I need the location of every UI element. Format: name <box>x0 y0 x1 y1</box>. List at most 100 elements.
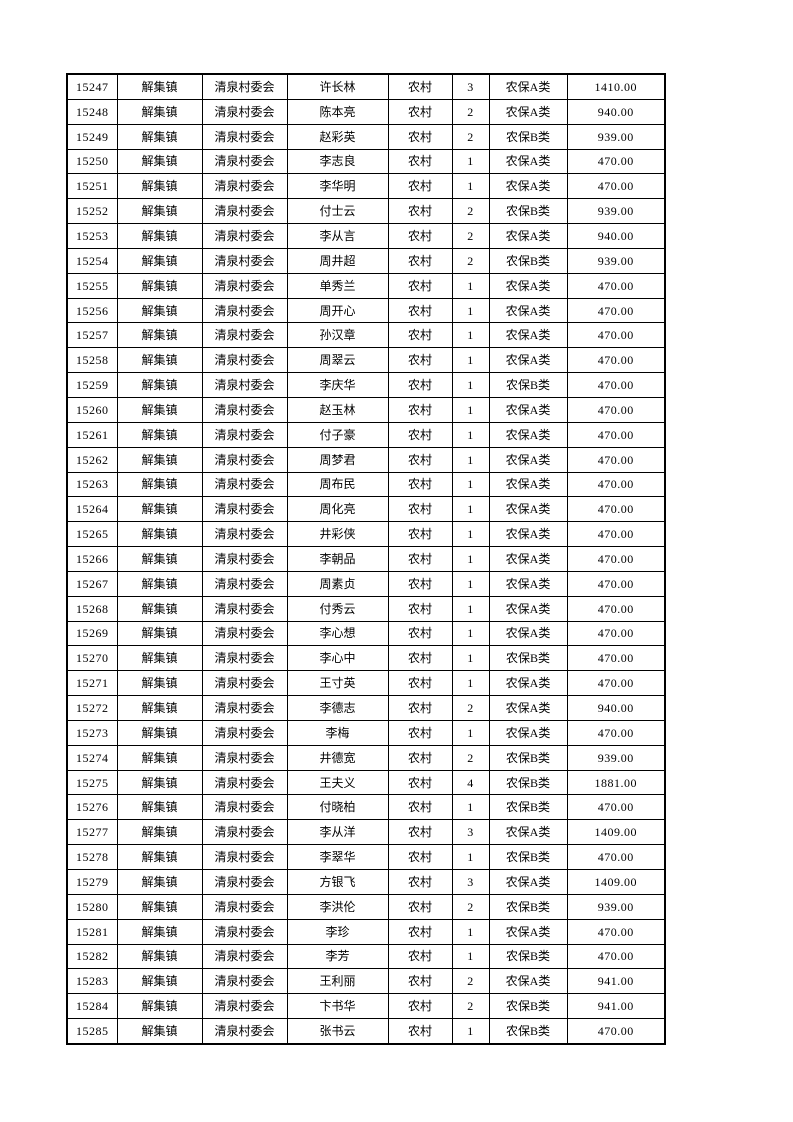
record-id-cell: 15283 <box>66 968 118 995</box>
amount-cell: 941.00 <box>566 993 666 1020</box>
residence-type-cell: 农村 <box>387 198 453 225</box>
person-name-cell: 王夫义 <box>286 769 389 796</box>
record-id-cell: 15250 <box>66 148 118 175</box>
residence-type-cell: 农村 <box>387 322 453 349</box>
table-row: 15261 解集镇 清泉村委会 付子豪 农村 1 农保A类 470.00 <box>66 421 666 448</box>
person-count-cell: 3 <box>451 869 490 895</box>
record-id-cell: 15274 <box>66 744 118 771</box>
amount-cell: 939.00 <box>566 123 666 150</box>
record-id-cell: 15277 <box>66 819 118 846</box>
person-name-cell: 周开心 <box>286 297 389 324</box>
residence-type-cell: 农村 <box>387 223 453 249</box>
table-row: 15249 解集镇 清泉村委会 赵彩英 农村 2 农保B类 939.00 <box>66 123 666 150</box>
insurance-category-cell: 农保B类 <box>488 123 568 150</box>
table-row: 15262 解集镇 清泉村委会 周梦君 农村 1 农保A类 470.00 <box>66 446 666 473</box>
person-name-cell: 方银飞 <box>286 869 389 895</box>
town-cell: 解集镇 <box>116 744 203 771</box>
table-row: 15255 解集镇 清泉村委会 单秀兰 农村 1 农保A类 470.00 <box>66 272 666 299</box>
town-cell: 解集镇 <box>116 968 203 995</box>
insurance-category-cell: 农保A类 <box>488 446 568 473</box>
residence-type-cell: 农村 <box>387 521 453 548</box>
person-name-cell: 赵玉林 <box>286 396 389 423</box>
insurance-category-cell: 农保A类 <box>488 620 568 647</box>
village-committee-cell: 清泉村委会 <box>201 570 288 597</box>
person-name-cell: 张书云 <box>286 1018 389 1045</box>
person-count-cell: 1 <box>451 595 490 622</box>
town-cell: 解集镇 <box>116 620 203 647</box>
person-count-cell: 1 <box>451 297 490 324</box>
town-cell: 解集镇 <box>116 1018 203 1045</box>
person-name-cell: 李翠华 <box>286 844 389 870</box>
village-committee-cell: 清泉村委会 <box>201 993 288 1020</box>
amount-cell: 470.00 <box>566 1018 666 1045</box>
record-id-cell: 15263 <box>66 471 118 498</box>
town-cell: 解集镇 <box>116 893 203 920</box>
record-id-cell: 15251 <box>66 173 118 200</box>
person-name-cell: 陈本亮 <box>286 98 389 125</box>
person-count-cell: 4 <box>451 769 490 796</box>
record-id-cell: 15256 <box>66 297 118 324</box>
town-cell: 解集镇 <box>116 471 203 498</box>
amount-cell: 470.00 <box>566 595 666 622</box>
residence-type-cell: 农村 <box>387 993 453 1020</box>
town-cell: 解集镇 <box>116 869 203 895</box>
village-committee-cell: 清泉村委会 <box>201 521 288 548</box>
amount-cell: 940.00 <box>566 695 666 721</box>
village-committee-cell: 清泉村委会 <box>201 819 288 846</box>
residence-type-cell: 农村 <box>387 645 453 672</box>
record-id-cell: 15280 <box>66 893 118 920</box>
table-row: 15279 解集镇 清泉村委会 方银飞 农村 3 农保A类 1409.00 <box>66 869 666 895</box>
insurance-category-cell: 农保B类 <box>488 893 568 920</box>
table-row: 15252 解集镇 清泉村委会 付士云 农村 2 农保B类 939.00 <box>66 198 666 225</box>
person-count-cell: 1 <box>451 620 490 647</box>
record-id-cell: 15267 <box>66 570 118 597</box>
table-row: 15247 解集镇 清泉村委会 许长林 农村 3 农保A类 1410.00 <box>66 73 666 100</box>
person-count-cell: 1 <box>451 645 490 672</box>
amount-cell: 470.00 <box>566 446 666 473</box>
amount-cell: 470.00 <box>566 297 666 324</box>
person-count-cell: 1 <box>451 421 490 448</box>
person-name-cell: 付子豪 <box>286 421 389 448</box>
town-cell: 解集镇 <box>116 819 203 846</box>
village-committee-cell: 清泉村委会 <box>201 1018 288 1045</box>
person-count-cell: 1 <box>451 272 490 299</box>
record-id-cell: 15270 <box>66 645 118 672</box>
person-name-cell: 孙汉章 <box>286 322 389 349</box>
person-name-cell: 周井超 <box>286 247 389 274</box>
amount-cell: 470.00 <box>566 173 666 200</box>
person-count-cell: 1 <box>451 943 490 970</box>
village-committee-cell: 清泉村委会 <box>201 322 288 349</box>
person-name-cell: 李心想 <box>286 620 389 647</box>
village-committee-cell: 清泉村委会 <box>201 844 288 870</box>
table-row: 15273 解集镇 清泉村委会 李梅 农村 1 农保A类 470.00 <box>66 719 666 746</box>
person-count-cell: 3 <box>451 819 490 846</box>
amount-cell: 470.00 <box>566 421 666 448</box>
insurance-category-cell: 农保A类 <box>488 421 568 448</box>
record-id-cell: 15249 <box>66 123 118 150</box>
table-row: 15264 解集镇 清泉村委会 周化亮 农村 1 农保A类 470.00 <box>66 496 666 523</box>
amount-cell: 470.00 <box>566 670 666 697</box>
village-committee-cell: 清泉村委会 <box>201 496 288 523</box>
amount-cell: 1410.00 <box>566 73 666 100</box>
residence-type-cell: 农村 <box>387 893 453 920</box>
town-cell: 解集镇 <box>116 769 203 796</box>
table-row: 15257 解集镇 清泉村委会 孙汉章 农村 1 农保A类 470.00 <box>66 322 666 349</box>
town-cell: 解集镇 <box>116 73 203 100</box>
table-row: 15284 解集镇 清泉村委会 卞书华 农村 2 农保B类 941.00 <box>66 993 666 1020</box>
person-name-cell: 李芳 <box>286 943 389 970</box>
record-id-cell: 15276 <box>66 794 118 821</box>
person-count-cell: 1 <box>451 148 490 175</box>
table-row: 15282 解集镇 清泉村委会 李芳 农村 1 农保B类 470.00 <box>66 943 666 970</box>
record-id-cell: 15252 <box>66 198 118 225</box>
amount-cell: 1409.00 <box>566 869 666 895</box>
residence-type-cell: 农村 <box>387 471 453 498</box>
village-committee-cell: 清泉村委会 <box>201 123 288 150</box>
amount-cell: 470.00 <box>566 322 666 349</box>
table-row: 15269 解集镇 清泉村委会 李心想 农村 1 农保A类 470.00 <box>66 620 666 647</box>
residence-type-cell: 农村 <box>387 446 453 473</box>
village-committee-cell: 清泉村委会 <box>201 446 288 473</box>
amount-cell: 470.00 <box>566 496 666 523</box>
amount-cell: 470.00 <box>566 372 666 398</box>
insurance-category-cell: 农保A类 <box>488 719 568 746</box>
amount-cell: 470.00 <box>566 794 666 821</box>
